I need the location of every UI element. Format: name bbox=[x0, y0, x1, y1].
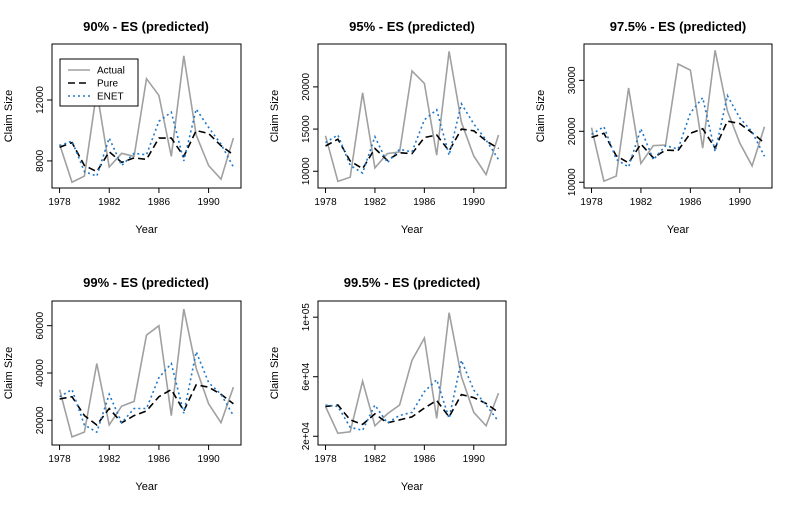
legend: Actual Pure ENET bbox=[59, 58, 139, 107]
x-tick-label: 1982 bbox=[98, 454, 121, 465]
x-axis-label: Year bbox=[667, 224, 690, 236]
x-tick-label: 1986 bbox=[413, 454, 436, 465]
chart-title: 90% - ES (predicted) bbox=[83, 19, 209, 34]
x-tick-label: 1986 bbox=[679, 197, 702, 208]
series-line-actual bbox=[590, 50, 766, 183]
x-tick-label: 1990 bbox=[463, 197, 486, 208]
chart-title: 97.5% - ES (predicted) bbox=[610, 19, 747, 34]
y-tick-label: 10000 bbox=[301, 157, 312, 185]
x-axis-label: Year bbox=[135, 224, 158, 236]
y-axis-label: Claim Size bbox=[269, 347, 281, 400]
series-line-enet bbox=[59, 348, 235, 434]
series-line-pure bbox=[591, 120, 766, 164]
series-line-enet bbox=[325, 357, 500, 432]
chart-title: 99.5% - ES (predicted) bbox=[344, 275, 481, 290]
legend-label-pure: Pure bbox=[97, 79, 119, 90]
y-tick-label: 30000 bbox=[567, 66, 578, 94]
series-line-enet bbox=[59, 107, 235, 178]
chart-title: 95% - ES (predicted) bbox=[349, 19, 475, 34]
x-tick-label: 1986 bbox=[148, 197, 171, 208]
x-tick-label: 1978 bbox=[580, 197, 603, 208]
x-tick-label: 1978 bbox=[314, 197, 337, 208]
y-axis-label: Claim Size bbox=[535, 90, 547, 143]
y-tick-label: 8000 bbox=[35, 149, 46, 172]
x-axis-label: Year bbox=[401, 481, 424, 493]
y-tick-label: 12000 bbox=[35, 86, 46, 114]
y-tick-label: 15000 bbox=[301, 115, 312, 143]
y-tick-label: 60000 bbox=[35, 311, 46, 339]
series-line-actual bbox=[324, 312, 500, 435]
series-line-actual bbox=[58, 308, 235, 438]
y-axis-label: Claim Size bbox=[3, 347, 15, 400]
series-line-enet bbox=[325, 101, 500, 175]
plot-frame bbox=[583, 43, 773, 189]
y-axis-label: Claim Size bbox=[3, 90, 15, 143]
x-tick-label: 1990 bbox=[197, 197, 220, 208]
y-tick-label: 10000 bbox=[567, 168, 578, 196]
x-tick-label: 1982 bbox=[630, 197, 653, 208]
x-tick-label: 1982 bbox=[98, 197, 121, 208]
x-axis-label: Year bbox=[401, 224, 424, 236]
y-tick-label: 20000 bbox=[301, 73, 312, 101]
plot-frame bbox=[317, 43, 507, 189]
series-line-pure bbox=[325, 128, 499, 170]
plot-frame bbox=[51, 300, 242, 446]
series-line-pure bbox=[59, 129, 234, 173]
chart-panel-3: 97.5% - ES (predicted) 1978 1982 1986 1990 Ye… bbox=[535, 19, 773, 236]
x-tick-label: 1978 bbox=[48, 197, 71, 208]
x-tick-label: 1986 bbox=[413, 197, 436, 208]
y-tick-label: 1e+05 bbox=[301, 303, 312, 332]
x-tick-label: 1982 bbox=[364, 197, 387, 208]
x-tick-label: 1990 bbox=[729, 197, 752, 208]
legend-label-actual: Actual bbox=[97, 66, 125, 77]
y-axis-label: Claim Size bbox=[269, 90, 281, 143]
chart-title: 99% - ES (predicted) bbox=[83, 275, 209, 290]
chart-panel-2: 95% - ES (predicted) 1978 1982 1986 1990 Year… bbox=[269, 19, 507, 236]
chart-panel-1: 90% - ES (predicted) 1978 1982 1986 1990 Year… bbox=[3, 19, 242, 236]
series-line-pure bbox=[59, 383, 234, 427]
series-line-actual bbox=[58, 55, 235, 184]
series-line-pure bbox=[325, 393, 499, 426]
x-tick-label: 1982 bbox=[364, 454, 387, 465]
chart-panel-5: 99.5% - ES (predicted) 1978 1982 1986 1990 Ye… bbox=[269, 275, 507, 493]
plot-frame bbox=[317, 300, 507, 446]
legend-label-enet: ENET bbox=[97, 92, 124, 103]
x-axis-label: Year bbox=[135, 481, 158, 493]
series-line-actual bbox=[324, 51, 500, 183]
plot-frame bbox=[51, 43, 242, 189]
x-tick-label: 1978 bbox=[314, 454, 337, 465]
x-tick-label: 1978 bbox=[48, 454, 71, 465]
y-tick-label: 20000 bbox=[567, 117, 578, 145]
y-tick-label: 20000 bbox=[35, 406, 46, 434]
x-tick-label: 1986 bbox=[148, 454, 171, 465]
x-tick-label: 1990 bbox=[197, 454, 220, 465]
y-tick-label: 6e+04 bbox=[301, 362, 312, 391]
y-tick-label: 40000 bbox=[35, 359, 46, 387]
chart-panel-4: 99% - ES (predicted) 1978 1982 1986 1990 Year… bbox=[3, 275, 242, 493]
y-tick-label: 2e+04 bbox=[301, 422, 312, 451]
x-tick-label: 1990 bbox=[463, 454, 486, 465]
